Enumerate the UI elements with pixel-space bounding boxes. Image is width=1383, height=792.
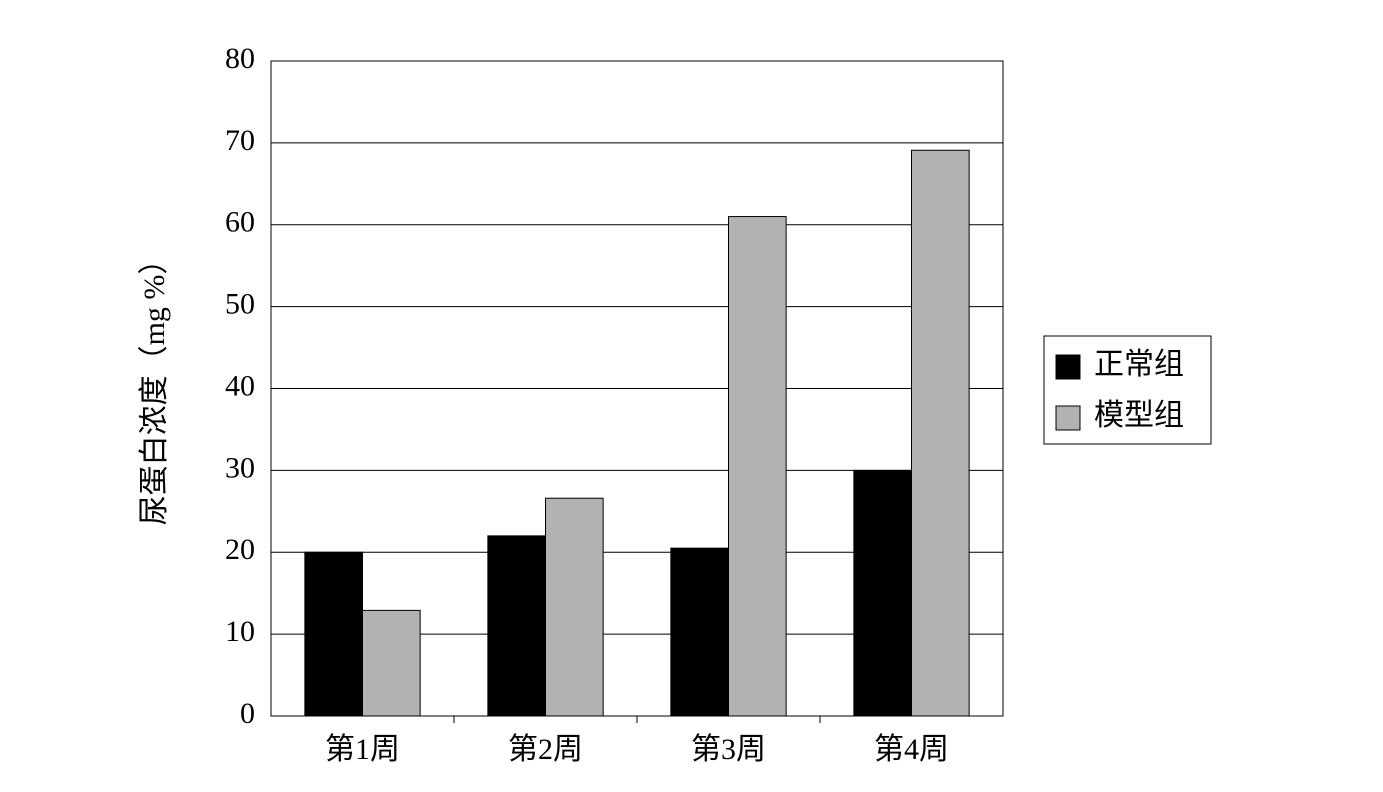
y-tick-label: 10 (225, 615, 255, 648)
y-tick-label: 30 (225, 451, 255, 484)
plot-frame (270, 60, 1004, 717)
bar (728, 216, 787, 717)
y-tick-label: 40 (225, 369, 255, 402)
bar (670, 547, 729, 717)
bar (487, 535, 547, 717)
legend-swatch (1055, 354, 1081, 380)
legend-label: 模型组 (1094, 399, 1184, 432)
y-tick-label: 0 (240, 697, 255, 730)
x-tick-label: 第3周 (691, 733, 766, 766)
y-tick-label: 60 (225, 206, 255, 239)
legend-label: 正常组 (1094, 348, 1184, 381)
bar (362, 609, 421, 717)
legend-swatch (1055, 405, 1081, 431)
y-tick-label: 20 (225, 533, 255, 566)
y-tick-label: 80 (225, 42, 255, 75)
bar (853, 469, 912, 717)
x-tick-label: 第2周 (508, 733, 583, 766)
bar (304, 551, 364, 717)
y-tick-label: 50 (225, 288, 255, 321)
bars (304, 149, 970, 717)
x-tick-label: 第1周 (325, 733, 400, 766)
y-axis-label: 尿蛋白浓度（mg %） (138, 245, 171, 526)
bar (545, 497, 604, 717)
x-tick-label: 第4周 (874, 733, 949, 766)
y-tick-label: 70 (225, 124, 255, 157)
bar (911, 149, 970, 717)
